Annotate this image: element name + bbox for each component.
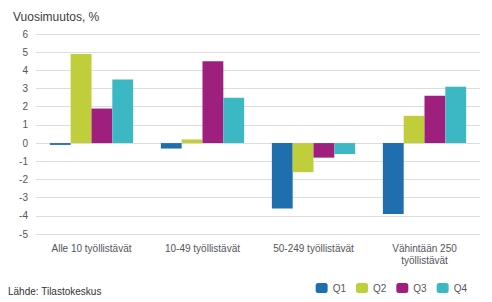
svg-text:0: 0 [22, 138, 28, 149]
svg-text:-1: -1 [19, 156, 28, 167]
svg-text:3: 3 [22, 83, 28, 94]
svg-text:Q1: Q1 [333, 283, 347, 294]
svg-text:Q3: Q3 [413, 283, 427, 294]
svg-text:Q4: Q4 [454, 283, 468, 294]
svg-text:10-49 työllistävät: 10-49 työllistävät [165, 243, 240, 254]
svg-text:-5: -5 [19, 229, 28, 240]
svg-text:-4: -4 [19, 210, 28, 221]
svg-text:2: 2 [22, 101, 28, 112]
svg-text:6: 6 [22, 29, 28, 40]
svg-text:-3: -3 [19, 192, 28, 203]
svg-text:Vuosimuutos, %: Vuosimuutos, % [13, 10, 100, 24]
svg-text:1: 1 [22, 119, 28, 130]
svg-text:Vähintään 250: Vähintään 250 [392, 243, 457, 254]
svg-text:5: 5 [22, 47, 28, 58]
svg-text:Lähde: Tilastokeskus: Lähde: Tilastokeskus [8, 286, 101, 297]
svg-text:Alle 10 työllistävät: Alle 10 työllistävät [51, 243, 131, 254]
svg-text:-2: -2 [19, 174, 28, 185]
svg-text:50-249 työllistävät: 50-249 työllistävät [273, 243, 354, 254]
svg-text:Q2: Q2 [373, 283, 387, 294]
svg-text:4: 4 [22, 65, 28, 76]
svg-text:työllistävät: työllistävät [401, 255, 448, 266]
